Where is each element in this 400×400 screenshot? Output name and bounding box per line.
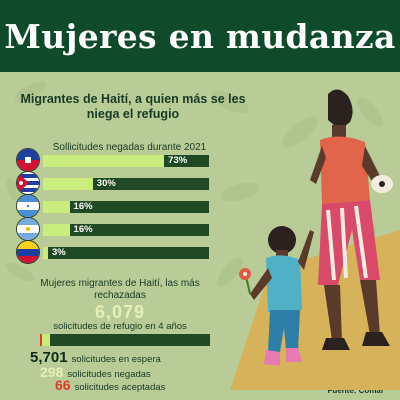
woman-and-child-illustration: [230, 89, 400, 390]
bar-row-haiti: 73%: [16, 148, 209, 172]
bar-track: 30%: [43, 178, 209, 190]
bar-track: 16%: [43, 224, 209, 236]
stat-label: solicitudes negadas: [67, 369, 151, 380]
stat-pending: 5,701 solicitudes en espera: [30, 349, 161, 366]
bar-fill: [43, 201, 70, 213]
page-title: Mujeres en mudanza: [4, 16, 396, 56]
header: Mujeres en mudanza: [0, 0, 400, 72]
bar-value-label: 30%: [96, 178, 116, 189]
bar-fill: [43, 224, 70, 236]
haiti-flag-icon: [16, 148, 40, 172]
bar-value-label: 3%: [51, 247, 66, 258]
stat-label: solicitudes en espera: [71, 354, 161, 365]
bar-fill: [43, 178, 93, 190]
honduras-flag-icon: [16, 194, 40, 218]
bar-fill: [43, 247, 48, 259]
bar-row-honduras: 16%: [16, 194, 209, 218]
section-title: Mujeres migrantes de Haití, las más rech…: [40, 278, 200, 301]
bar-fill: [43, 155, 165, 167]
stat-label: solicitudes aceptadas: [74, 382, 166, 393]
source-note: Fuente: Comar: [327, 386, 384, 395]
cuba-flag-icon: [16, 171, 40, 195]
chart-title: Sollicitudes negadas durante 2021: [52, 142, 207, 153]
stat-denied: 298 solicitudes negadas: [40, 364, 151, 380]
stacked-bar: [40, 334, 210, 346]
segment-accepted: [40, 334, 42, 346]
flower-icon: [239, 268, 251, 295]
child-figure: [250, 226, 314, 366]
bar-value-label: 16%: [73, 201, 93, 212]
stat-number: 298: [40, 364, 64, 380]
total-number: 6,079: [94, 302, 146, 322]
bar-row-argentina: 16%: [16, 217, 209, 241]
argentina-flag-icon: [16, 217, 40, 241]
venezuela-flag-icon: [16, 240, 40, 264]
bar-value-label: 73%: [168, 155, 188, 166]
segment-denied: [42, 334, 51, 346]
stat-number: 5,701: [30, 349, 68, 366]
bar-value-label: 16%: [73, 224, 93, 235]
total-caption: solicitudes de refugio en 4 años: [53, 321, 187, 332]
stat-number: 66: [55, 377, 71, 393]
bar-row-cuba: 30%: [16, 171, 209, 195]
subtitle: Migrantes de Haití, a quien más se les n…: [20, 92, 246, 121]
bar-track: 3%: [43, 247, 209, 259]
bar-track: 16%: [43, 201, 209, 213]
segment-pending: [50, 334, 210, 346]
bar-track: 73%: [43, 155, 209, 167]
woman-figure: [310, 89, 393, 350]
bar-row-venezuela: 3%: [16, 240, 209, 264]
stat-accepted: 66 solicitudes aceptadas: [55, 377, 165, 393]
